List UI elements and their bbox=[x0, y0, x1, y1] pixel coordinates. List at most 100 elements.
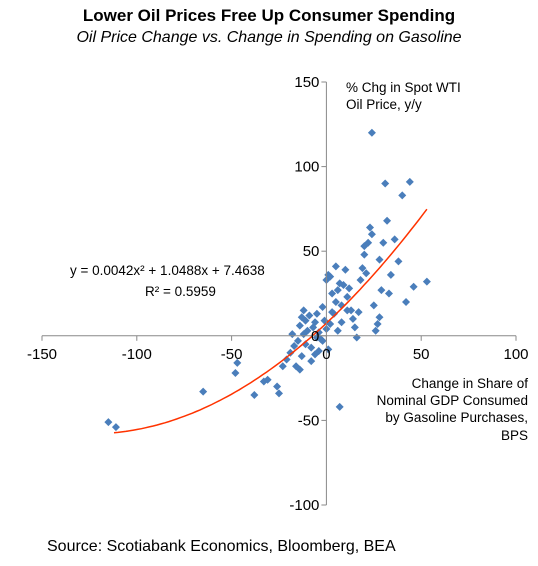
data-point bbox=[331, 262, 340, 271]
y-tick-label: 100 bbox=[294, 159, 319, 176]
data-point bbox=[326, 272, 335, 281]
data-point bbox=[293, 336, 302, 345]
data-point bbox=[367, 230, 376, 239]
data-point bbox=[381, 179, 390, 188]
data-point bbox=[354, 308, 363, 317]
data-point bbox=[422, 277, 431, 286]
data-point bbox=[333, 326, 342, 335]
data-point bbox=[290, 341, 299, 350]
x-tick-label: -150 bbox=[27, 346, 57, 363]
data-point bbox=[379, 238, 388, 247]
data-point bbox=[386, 270, 395, 279]
data-point bbox=[275, 389, 283, 398]
y-tick-label: 150 bbox=[294, 74, 319, 91]
data-point bbox=[273, 382, 282, 391]
data-point bbox=[286, 348, 295, 357]
data-point bbox=[375, 255, 384, 264]
data-point bbox=[314, 347, 323, 356]
data-point bbox=[329, 309, 338, 318]
x-axis-ticks: -150 -100 -50 0 50 100 bbox=[27, 335, 529, 363]
trendline bbox=[113, 208, 428, 434]
data-point bbox=[343, 292, 352, 301]
data-point bbox=[375, 313, 384, 322]
data-point bbox=[282, 355, 291, 364]
data-points bbox=[104, 128, 431, 432]
data-point bbox=[307, 343, 316, 352]
data-point bbox=[373, 319, 382, 328]
data-point bbox=[288, 330, 297, 339]
data-point bbox=[318, 303, 327, 312]
data-point bbox=[111, 423, 120, 432]
x-tick-label: 0 bbox=[322, 346, 330, 363]
data-point bbox=[278, 362, 287, 371]
data-point bbox=[331, 297, 340, 306]
data-point bbox=[405, 177, 414, 186]
x-axis-label-line-4: BPS bbox=[501, 428, 528, 443]
data-point bbox=[356, 275, 365, 284]
y-axis-label-line-2: Oil Price, y/y bbox=[346, 97, 422, 112]
data-point bbox=[339, 281, 348, 290]
data-point bbox=[345, 284, 354, 293]
y-tick-label: 0 bbox=[311, 328, 319, 345]
data-point bbox=[311, 318, 320, 327]
chart-title: Lower Oil Prices Free Up Consumer Spendi… bbox=[82, 6, 456, 25]
source-note: Source: Scotiabank Economics, Bloomberg,… bbox=[47, 538, 396, 555]
trendline-equation: y = 0.0042x² + 1.0488x + 7.4638 bbox=[70, 263, 265, 278]
data-point bbox=[343, 306, 352, 315]
data-point bbox=[383, 216, 392, 225]
x-axis-label-line-3: by Gasoline Purchases, bbox=[385, 410, 528, 425]
y-tick-label: -100 bbox=[289, 497, 319, 514]
data-point bbox=[366, 223, 375, 232]
data-point bbox=[362, 269, 371, 278]
data-point bbox=[297, 352, 306, 361]
data-point bbox=[394, 257, 403, 266]
data-point bbox=[301, 316, 310, 325]
chart-subtitle: Oil Price Change vs. Change in Spending … bbox=[76, 29, 462, 46]
data-point bbox=[318, 336, 327, 345]
data-point bbox=[299, 306, 308, 315]
data-point bbox=[409, 282, 418, 291]
data-point bbox=[263, 375, 272, 384]
data-point bbox=[307, 357, 316, 366]
x-tick-label: -100 bbox=[122, 346, 152, 363]
x-axis-label-line-1: Change in Share of bbox=[412, 376, 529, 391]
data-point bbox=[377, 286, 386, 295]
y-axis-label-line-1: % Chg in Spot WTI bbox=[346, 80, 461, 95]
data-point bbox=[369, 301, 378, 310]
data-point bbox=[301, 340, 310, 349]
data-point bbox=[371, 326, 380, 335]
data-point bbox=[341, 265, 350, 274]
data-point bbox=[367, 128, 376, 137]
x-tick-label: 50 bbox=[413, 346, 430, 363]
x-tick-label: -50 bbox=[221, 346, 243, 363]
data-point bbox=[390, 235, 399, 244]
data-point bbox=[398, 191, 407, 200]
y-tick-label: -50 bbox=[298, 412, 320, 429]
data-point bbox=[333, 286, 342, 295]
data-point bbox=[312, 309, 321, 318]
x-tick-label: 100 bbox=[503, 346, 528, 363]
data-point bbox=[402, 297, 411, 306]
y-tick-label: 50 bbox=[303, 243, 320, 260]
data-point bbox=[335, 402, 344, 411]
data-point bbox=[295, 321, 304, 330]
x-axis-label-line-2: Nominal GDP Consumed bbox=[377, 393, 528, 408]
data-point bbox=[231, 369, 240, 378]
data-point bbox=[303, 326, 312, 335]
data-point bbox=[233, 358, 242, 367]
data-point bbox=[305, 311, 314, 320]
data-point bbox=[295, 365, 304, 374]
data-point bbox=[199, 387, 208, 396]
data-point bbox=[337, 318, 346, 327]
data-point bbox=[358, 264, 367, 273]
data-point bbox=[384, 289, 393, 298]
data-point bbox=[348, 314, 357, 323]
r-squared-label: R² = 0.5959 bbox=[145, 284, 216, 299]
data-point bbox=[350, 323, 359, 332]
y-axis-ticks: 150 100 50 0 -50 -100 bbox=[289, 74, 327, 514]
data-point bbox=[328, 289, 337, 298]
data-point bbox=[352, 333, 361, 342]
data-point bbox=[104, 418, 113, 427]
data-point bbox=[360, 250, 369, 259]
